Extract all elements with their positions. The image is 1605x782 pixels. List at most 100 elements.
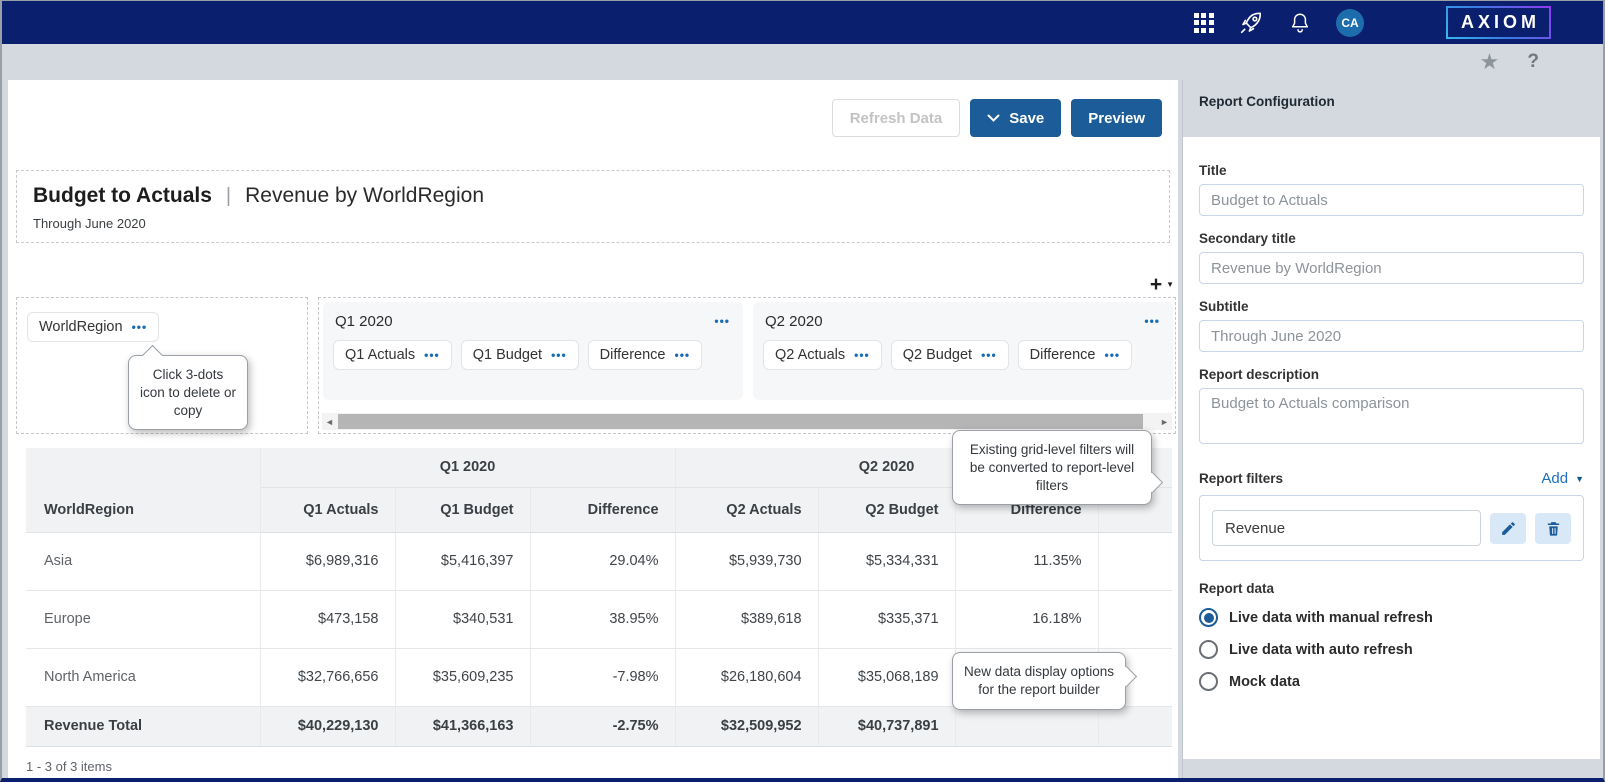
three-dots-menu-icon[interactable]: •••	[674, 348, 691, 362]
sidebar-title: Report Configuration	[1199, 94, 1335, 109]
chevron-down-icon	[987, 114, 1000, 122]
plus-icon: +	[1149, 273, 1163, 296]
column-chip-q2-difference[interactable]: Difference •••	[1017, 340, 1133, 370]
trash-icon	[1547, 521, 1559, 536]
table-cell: $32,509,952	[675, 706, 819, 747]
add-column-button[interactable]: + ▼	[1150, 274, 1174, 295]
add-filter-label: Add	[1541, 470, 1569, 487]
report-filters-list: Revenue	[1199, 495, 1584, 561]
callout-filters-hint: Existing grid-level filters will be conv…	[952, 430, 1163, 506]
group-label: Q1 2020	[335, 313, 393, 330]
horizontal-scrollbar[interactable]: ◄ ►	[322, 413, 1172, 430]
column-header-q1-actuals: Q1 Actuals	[260, 487, 396, 533]
table-cell: 16.18%	[955, 590, 1099, 649]
three-dots-menu-icon[interactable]: •••	[981, 348, 997, 362]
report-title-block[interactable]: Budget to Actuals | Revenue by WorldRegi…	[16, 170, 1170, 243]
table-row-europe: Europe $473,158 $340,531 38.95% $389,618…	[26, 590, 1173, 649]
top-navigation-bar: CA AXIOM	[2, 1, 1603, 44]
table-cell: $6,989,316	[260, 532, 396, 591]
column-chip-label: Difference	[599, 347, 666, 363]
radio-option-live-auto[interactable]: Live data with auto refresh	[1199, 640, 1584, 659]
three-dots-menu-icon[interactable]: •••	[131, 320, 148, 334]
table-cell: 29.04%	[530, 532, 676, 591]
column-chip-label: Q1 Actuals	[345, 347, 416, 363]
title-separator: |	[225, 185, 232, 207]
preview-button[interactable]: Preview	[1071, 99, 1162, 137]
table-cell: $335,371	[818, 590, 956, 649]
three-dots-menu-icon[interactable]: •••	[424, 348, 440, 362]
table-cell: $32,766,656	[260, 648, 396, 707]
table-cell: $389,618	[675, 590, 819, 649]
dimension-chip-worldregion[interactable]: WorldRegion •••	[27, 312, 160, 342]
refresh-data-button[interactable]: Refresh Data	[831, 99, 961, 137]
column-group-q2-2020[interactable]: Q2 2020 ••• Q2 Actuals ••• Q2 Budget •••	[753, 302, 1173, 400]
table-cell: Revenue Total	[26, 706, 261, 747]
three-dots-menu-icon[interactable]: •••	[714, 314, 730, 328]
configuration-card: Title Secondary title Subtitle Report de…	[1183, 137, 1600, 759]
callout-data-options-hint: New data display options for the report …	[952, 652, 1137, 710]
edit-filter-button[interactable]	[1490, 512, 1526, 544]
three-dots-menu-icon[interactable]: •••	[551, 348, 567, 362]
save-button[interactable]: Save	[970, 99, 1062, 137]
caret-down-icon: ▼	[1575, 473, 1584, 484]
radio-label: Live data with auto refresh	[1229, 641, 1413, 658]
table-cell: $5,334,331	[818, 532, 956, 591]
save-button-label: Save	[1009, 109, 1045, 127]
title-field-label: Title	[1199, 163, 1227, 178]
description-field-label: Report description	[1199, 367, 1320, 382]
radio-unselected-icon[interactable]	[1199, 672, 1218, 691]
secondary-title-input[interactable]	[1199, 252, 1584, 284]
radio-option-live-manual[interactable]: Live data with manual refresh	[1199, 608, 1584, 627]
dimension-chip-label: WorldRegion	[39, 319, 123, 335]
app-grid-icon[interactable]	[1193, 12, 1214, 33]
table-cell: 38.95%	[530, 590, 676, 649]
column-chip-q1-actuals[interactable]: Q1 Actuals •••	[333, 340, 452, 370]
rocket-icon[interactable]	[1238, 10, 1264, 36]
scroll-right-icon[interactable]: ►	[1160, 416, 1169, 427]
title-input[interactable]	[1199, 184, 1584, 216]
add-filter-link[interactable]: Add ▼	[1541, 470, 1584, 487]
callout-three-dots-hint: Click 3-dots icon to delete or copy	[128, 344, 248, 431]
three-dots-menu-icon[interactable]: •••	[1144, 314, 1160, 328]
scroll-left-icon[interactable]: ◄	[325, 416, 334, 427]
user-avatar[interactable]: CA	[1335, 8, 1364, 37]
column-chip-q1-difference[interactable]: Difference •••	[587, 340, 703, 370]
table-row-revenue-total: Revenue Total $40,229,130 $41,366,163 -2…	[26, 706, 1173, 747]
delete-filter-button[interactable]	[1535, 512, 1571, 544]
column-chip-q2-actuals[interactable]: Q2 Actuals •••	[763, 340, 882, 370]
scrollbar-thumb[interactable]	[338, 414, 1143, 429]
radio-unselected-icon[interactable]	[1199, 640, 1218, 659]
column-chip-q1-budget[interactable]: Q1 Budget •••	[460, 340, 579, 370]
table-cell: North America	[26, 648, 261, 707]
three-dots-menu-icon[interactable]: •••	[1104, 348, 1121, 362]
favorite-star-icon[interactable]: ★	[1479, 49, 1500, 74]
scrollbar-track[interactable]	[337, 413, 1157, 430]
secondary-title-field-label: Secondary title	[1199, 231, 1296, 246]
radio-option-mock-data[interactable]: Mock data	[1199, 672, 1584, 691]
column-chip-q2-budget[interactable]: Q2 Budget •••	[890, 340, 1009, 370]
table-cell	[955, 706, 1099, 747]
column-header-worldregion: WorldRegion	[26, 448, 261, 533]
callout-text: Click 3-dots icon to delete or copy	[139, 367, 237, 418]
report-filters-label: Report filters	[1199, 471, 1284, 486]
table-cell: 11.35%	[955, 532, 1099, 591]
pencil-icon	[1501, 521, 1515, 535]
radio-selected-icon[interactable]	[1199, 608, 1218, 627]
table-cell: $40,737,891	[818, 706, 956, 747]
callout-text: New data display options for the report …	[963, 664, 1115, 697]
report-description-input[interactable]: Budget to Actuals comparison	[1199, 388, 1584, 444]
column-builder: WorldRegion ••• Q1 2020 ••• Q1 Actuals	[16, 297, 1176, 434]
notifications-bell-icon[interactable]	[1288, 11, 1312, 35]
help-icon[interactable]: ?	[1527, 51, 1539, 72]
column-header-q2-budget: Q2 Budget	[818, 487, 956, 533]
column-group-q1-2020[interactable]: Q1 2020 ••• Q1 Actuals ••• Q1 Budget •••	[323, 302, 743, 400]
column-header-q1-difference: Difference	[530, 487, 676, 533]
table-row-north-america: North America $32,766,656 $35,609,235 -7…	[26, 648, 1173, 707]
report-secondary-title: Revenue by WorldRegion	[245, 184, 485, 207]
three-dots-menu-icon[interactable]: •••	[854, 348, 870, 362]
caret-down-icon: ▼	[1166, 280, 1174, 289]
radio-label: Live data with manual refresh	[1229, 609, 1433, 626]
subtitle-input[interactable]	[1199, 320, 1584, 352]
filter-name[interactable]: Revenue	[1212, 510, 1481, 546]
